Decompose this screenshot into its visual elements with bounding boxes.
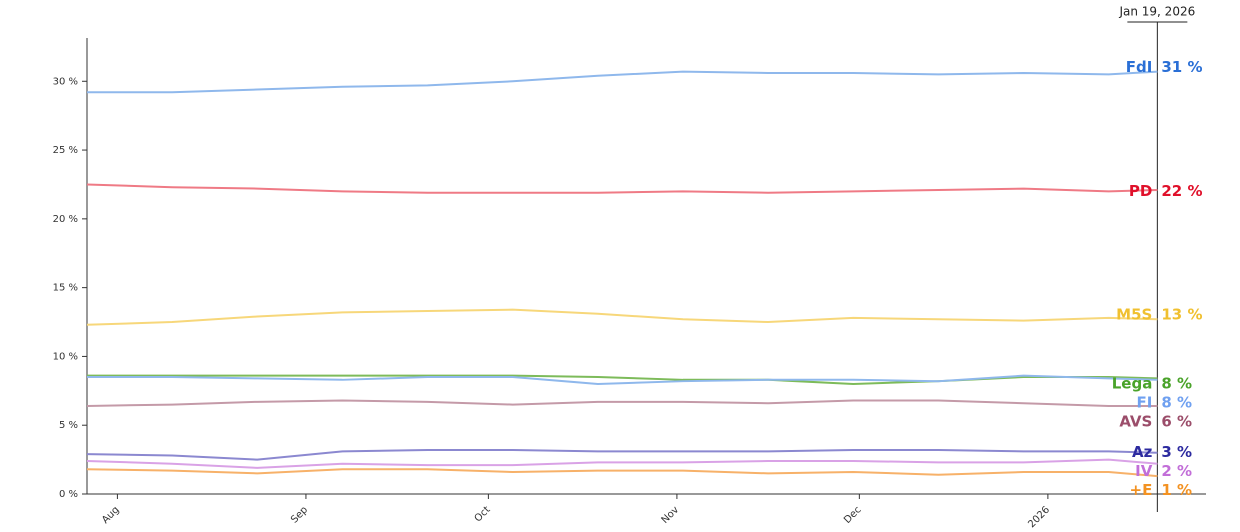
x-tick-label: Nov <box>660 504 682 526</box>
series-value-label: 8 % <box>1161 393 1192 411</box>
y-tick-label: 15 % <box>53 283 78 294</box>
series-line <box>87 70 1158 94</box>
series-value-label: 1 % <box>1161 481 1192 499</box>
x-tick-label: Dec <box>842 504 863 525</box>
series-name: M5S <box>1116 306 1152 324</box>
series-line <box>86 458 1158 469</box>
x-tick-label: 2026 <box>1026 504 1052 530</box>
series-line <box>86 468 1158 478</box>
series-line <box>86 308 1158 326</box>
x-tick-label: Sep <box>289 504 310 525</box>
series-line <box>86 448 1158 461</box>
y-tick-label: 5 % <box>59 420 78 431</box>
series-value-label: 31 % <box>1161 58 1202 76</box>
series-name: FI <box>1137 393 1153 411</box>
series-line <box>86 399 1158 407</box>
series-value-label: 3 % <box>1161 443 1192 461</box>
series-value-label: 2 % <box>1161 462 1192 480</box>
y-tick-label: 20 % <box>53 214 78 225</box>
series-name: Az <box>1132 443 1153 461</box>
y-tick-label: 25 % <box>53 145 78 156</box>
y-tick-label: 30 % <box>53 76 78 87</box>
series-name: Lega <box>1112 374 1153 392</box>
series-name: IV <box>1135 462 1153 480</box>
x-tick-label: Oct <box>473 504 493 524</box>
y-tick-label: 10 % <box>53 351 78 362</box>
series-value-label: 22 % <box>1161 182 1202 200</box>
series-line <box>87 374 1158 385</box>
x-tick-label: Aug <box>100 504 122 526</box>
series-value-label: 13 % <box>1161 306 1202 324</box>
series-value-label: 6 % <box>1161 412 1192 430</box>
series-line <box>87 374 1158 385</box>
series-name: PD <box>1129 182 1152 200</box>
y-tick-label: 0 % <box>59 489 78 500</box>
series-name: AVS <box>1119 412 1152 430</box>
series-line <box>86 183 1158 194</box>
cursor-label: Jan 19, 2026 <box>1118 5 1195 19</box>
series-name: FdI <box>1126 58 1153 76</box>
series-value-label: 8 % <box>1161 374 1192 392</box>
series-name: +E <box>1130 481 1153 499</box>
